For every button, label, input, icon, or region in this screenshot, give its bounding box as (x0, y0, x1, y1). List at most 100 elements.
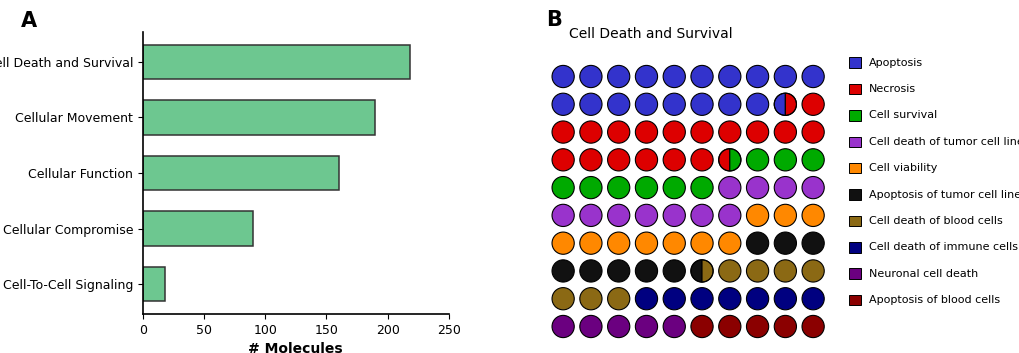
Text: Necrosis: Necrosis (868, 84, 915, 94)
Circle shape (635, 65, 657, 88)
Circle shape (551, 176, 574, 199)
Circle shape (635, 288, 657, 310)
Wedge shape (729, 149, 740, 171)
Circle shape (579, 260, 601, 282)
Circle shape (746, 204, 768, 227)
Circle shape (579, 149, 601, 171)
Circle shape (662, 121, 685, 143)
Bar (143, 156, 338, 190)
Circle shape (607, 204, 629, 227)
Circle shape (662, 232, 685, 254)
Circle shape (801, 204, 823, 227)
Circle shape (718, 204, 740, 227)
Circle shape (662, 149, 685, 171)
Circle shape (579, 204, 601, 227)
Circle shape (773, 65, 796, 88)
Circle shape (746, 315, 768, 337)
Text: Cell death of blood cells: Cell death of blood cells (868, 216, 1002, 226)
Circle shape (662, 176, 685, 199)
Text: Apoptosis of tumor cell lines: Apoptosis of tumor cell lines (868, 190, 1019, 199)
Circle shape (690, 204, 712, 227)
Circle shape (746, 149, 768, 171)
Bar (143, 44, 410, 79)
Circle shape (773, 121, 796, 143)
Circle shape (801, 260, 823, 282)
Bar (849, 163, 860, 173)
Circle shape (773, 288, 796, 310)
Text: B: B (546, 10, 561, 30)
Circle shape (718, 121, 740, 143)
Text: Apoptosis of blood cells: Apoptosis of blood cells (868, 295, 999, 305)
Circle shape (746, 288, 768, 310)
Bar (849, 57, 860, 68)
Circle shape (690, 288, 712, 310)
Circle shape (662, 93, 685, 115)
Circle shape (635, 176, 657, 199)
Circle shape (607, 149, 629, 171)
Wedge shape (718, 149, 729, 171)
Bar (849, 268, 860, 279)
Bar (143, 211, 253, 246)
Bar (849, 216, 860, 226)
Text: Cell viability: Cell viability (868, 163, 936, 173)
Circle shape (690, 65, 712, 88)
Circle shape (551, 288, 574, 310)
Wedge shape (701, 260, 712, 282)
Circle shape (662, 315, 685, 337)
Circle shape (801, 315, 823, 337)
Circle shape (579, 93, 601, 115)
Circle shape (773, 232, 796, 254)
Circle shape (773, 149, 796, 171)
Circle shape (579, 315, 601, 337)
Circle shape (718, 65, 740, 88)
Circle shape (801, 121, 823, 143)
Circle shape (579, 288, 601, 310)
Circle shape (662, 288, 685, 310)
Circle shape (718, 93, 740, 115)
Circle shape (801, 288, 823, 310)
Circle shape (801, 149, 823, 171)
Text: Cell death of tumor cell lines: Cell death of tumor cell lines (868, 137, 1019, 147)
Circle shape (551, 260, 574, 282)
Circle shape (662, 204, 685, 227)
Circle shape (801, 176, 823, 199)
Circle shape (579, 121, 601, 143)
Circle shape (746, 232, 768, 254)
Bar (849, 84, 860, 94)
Circle shape (801, 232, 823, 254)
Circle shape (607, 288, 629, 310)
Bar (849, 242, 860, 253)
Text: Cell survival: Cell survival (868, 110, 936, 120)
Circle shape (607, 232, 629, 254)
Circle shape (551, 204, 574, 227)
Circle shape (607, 260, 629, 282)
Circle shape (690, 315, 712, 337)
Bar (849, 189, 860, 200)
X-axis label: # Molecules: # Molecules (249, 342, 342, 353)
Circle shape (690, 149, 712, 171)
Circle shape (690, 232, 712, 254)
Circle shape (635, 121, 657, 143)
Circle shape (607, 176, 629, 199)
Wedge shape (785, 93, 796, 115)
Wedge shape (773, 93, 785, 115)
Wedge shape (690, 260, 701, 282)
Text: Apoptosis: Apoptosis (868, 58, 922, 68)
Circle shape (690, 93, 712, 115)
Circle shape (635, 204, 657, 227)
Circle shape (662, 260, 685, 282)
Bar (849, 110, 860, 121)
Circle shape (690, 176, 712, 199)
Circle shape (635, 149, 657, 171)
Circle shape (607, 121, 629, 143)
Text: Cell Death and Survival: Cell Death and Survival (569, 26, 732, 41)
Circle shape (773, 315, 796, 337)
Circle shape (579, 176, 601, 199)
Circle shape (746, 65, 768, 88)
Circle shape (718, 260, 740, 282)
Circle shape (746, 93, 768, 115)
Text: Cell death of immune cells: Cell death of immune cells (868, 242, 1017, 252)
Circle shape (551, 149, 574, 171)
Circle shape (746, 260, 768, 282)
Circle shape (635, 315, 657, 337)
